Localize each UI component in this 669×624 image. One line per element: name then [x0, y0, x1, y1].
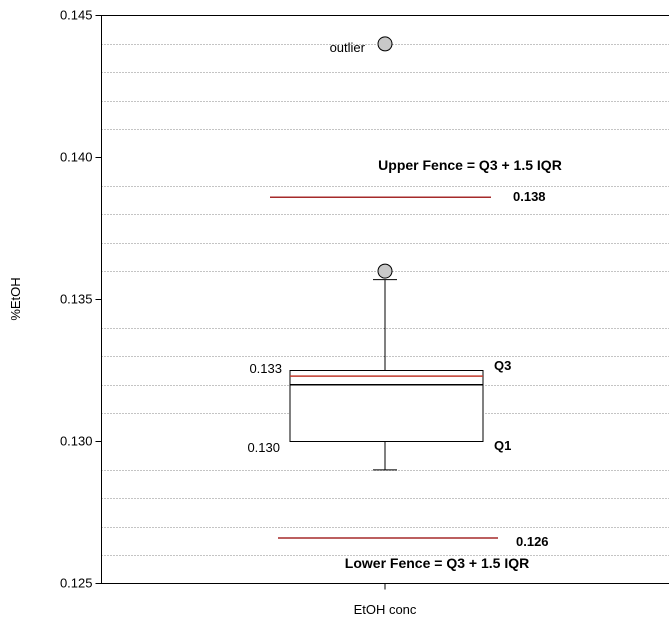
y-tick-label: 0.130 — [60, 434, 93, 449]
iqr-box — [289, 370, 484, 442]
y-axis: 0.125 0.130 0.135 0.140 0.145 — [60, 8, 386, 591]
q3-value-label: 0.133 — [249, 361, 282, 376]
y-axis-title: %EtOH — [8, 277, 23, 320]
y-tick-label: 0.125 — [60, 576, 93, 591]
outlier-point — [377, 36, 393, 52]
plot-marks — [270, 36, 498, 539]
y-tick-label: 0.135 — [60, 292, 93, 307]
lower-fence-title: Lower Fence = Q3 + 1.5 IQR — [345, 555, 529, 571]
upper-fence-title: Upper Fence = Q3 + 1.5 IQR — [378, 157, 562, 173]
lower-fence-value: 0.126 — [516, 534, 549, 549]
upper-fence-value: 0.138 — [513, 189, 546, 204]
q3-label: Q3 — [494, 358, 511, 373]
outlier-annotation: outlier — [330, 40, 366, 55]
y-tick-label: 0.145 — [60, 8, 93, 23]
q1-value-label: 0.130 — [247, 440, 280, 455]
x-axis-label: EtOH conc — [354, 602, 417, 617]
q1-label: Q1 — [494, 438, 511, 453]
y-tick-label: 0.140 — [60, 150, 93, 165]
outlier-point — [377, 263, 393, 279]
